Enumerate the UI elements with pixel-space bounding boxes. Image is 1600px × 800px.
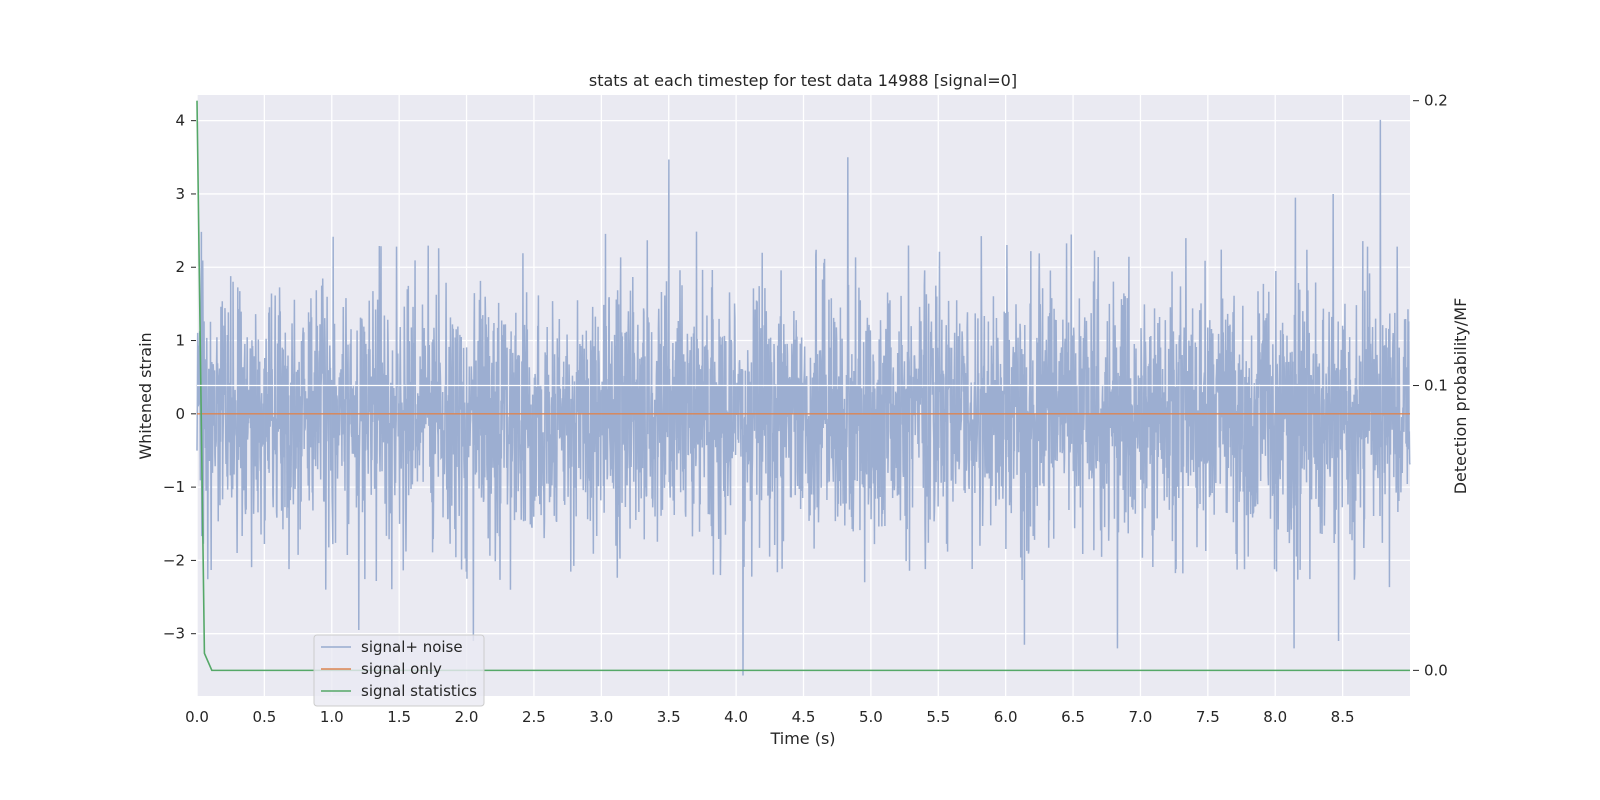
x-tick-label: 1.5	[387, 708, 411, 726]
x-tick-label: 3.5	[657, 708, 681, 726]
x-tick-label: 7.5	[1196, 708, 1220, 726]
x-tick-label: 0.0	[185, 708, 209, 726]
x-tick-label: 8.5	[1331, 708, 1355, 726]
y2-axis-label: Detection probability/MF	[1451, 298, 1470, 495]
y-tick-label: −3	[163, 625, 185, 643]
y-tick-label: 4	[175, 112, 185, 130]
x-tick-label: 2.0	[455, 708, 479, 726]
y-tick-label: 1	[175, 332, 185, 350]
legend-label-signal-noise: signal+ noise	[361, 638, 463, 656]
y-tick-label: 3	[175, 185, 185, 203]
series-signal-statistics	[196, 100, 1410, 672]
x-tick-label: 6.5	[1061, 708, 1085, 726]
legend: signal+ noise signal only signal statist…	[313, 634, 485, 707]
chart-title: stats at each timestep for test data 149…	[589, 71, 1017, 90]
x-tick-label: 5.0	[859, 708, 883, 726]
x-tick-label: 3.0	[589, 708, 613, 726]
x-tick-label: 5.5	[926, 708, 950, 726]
y2-tick-label: 0.1	[1424, 377, 1448, 395]
y-tick-label: 2	[175, 258, 185, 276]
legend-label-signal-only: signal only	[361, 660, 442, 678]
x-tick-label: 2.5	[522, 708, 546, 726]
x-axis-label: Time (s)	[769, 729, 835, 748]
y-axis-label: Whitened strain	[136, 332, 155, 459]
x-tick-label: 0.5	[252, 708, 276, 726]
x-tick-label: 7.0	[1129, 708, 1153, 726]
x-tick-label: 6.0	[994, 708, 1018, 726]
y2-tick-label: 0.2	[1424, 92, 1448, 110]
y-tick-label: 0	[175, 405, 185, 423]
x-tick-label: 8.0	[1263, 708, 1287, 726]
legend-label-signal-statistics: signal statistics	[361, 682, 477, 700]
y-tick-label: −1	[163, 478, 185, 496]
y-tick-label: −2	[163, 551, 185, 569]
x-tick-label: 1.0	[320, 708, 344, 726]
axes: 0.0 0.5 1.0 1.5 2.0 2.5 3.0 3.5 4.0 4.5 5.0 5.5 6.0 6…	[163, 92, 1448, 726]
x-tick-label: 4.5	[792, 708, 816, 726]
series-signal-noise	[196, 119, 1411, 676]
legend-box	[313, 634, 485, 707]
y2-tick-label: 0.0	[1424, 661, 1448, 679]
plot-area	[196, 100, 1411, 676]
x-tick-label: 4.0	[724, 708, 748, 726]
